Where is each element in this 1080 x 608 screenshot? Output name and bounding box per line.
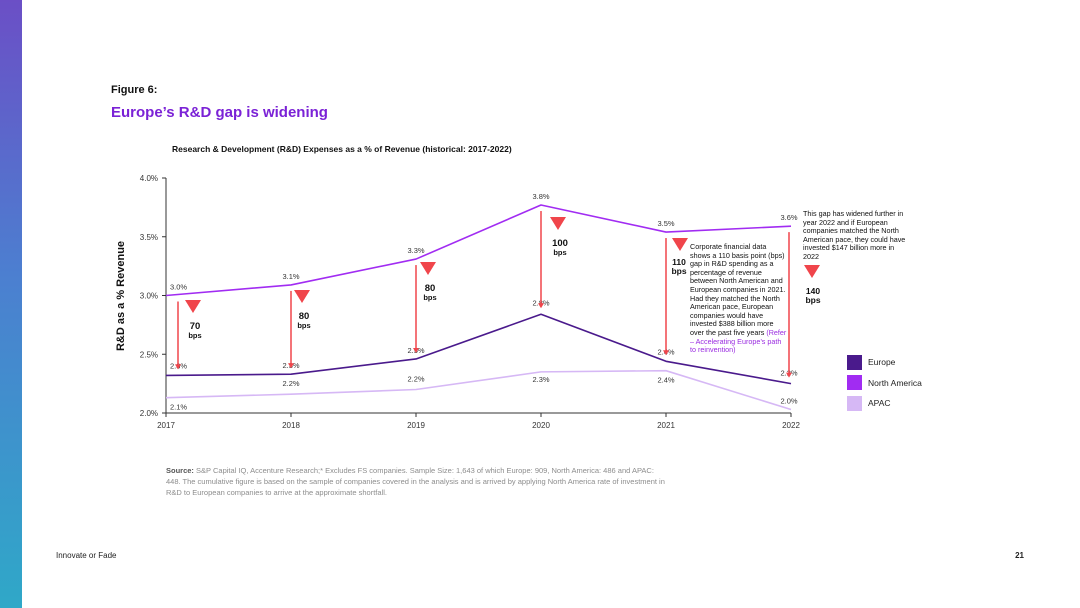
gap-value-label: 100	[552, 238, 568, 249]
gap-marker-triangle	[420, 262, 436, 275]
legend-swatch-apac	[847, 395, 862, 411]
annotation-2022-gap-unit: bps	[805, 295, 821, 305]
legend-label-apac: APAC	[868, 398, 891, 408]
data-label-north-america: 3.3%	[407, 246, 424, 255]
legend-item-apac: APAC	[847, 393, 922, 413]
series-line-europe	[165, 313, 792, 385]
x-tick-label: 2018	[282, 421, 300, 430]
x-tick-label: 2020	[532, 421, 550, 430]
y-tick-label: 4.0%	[140, 174, 158, 183]
gap-marker-triangle	[294, 290, 310, 303]
x-tick-label: 2017	[157, 421, 175, 430]
data-label-north-america: 3.6%	[780, 213, 797, 222]
gap-unit-label: bps	[297, 321, 310, 330]
gap-value-label: 80	[299, 311, 310, 322]
data-label-apac: 2.1%	[170, 403, 187, 412]
decorative-side-bar	[0, 0, 22, 608]
data-label-north-america: 3.0%	[170, 283, 187, 292]
annotation-2021-link[interactable]: (Refer – Accelerating Europe’s path to r…	[690, 327, 787, 355]
series-line-north-america	[165, 204, 792, 297]
annotation-2022: This gap has widened further in year 202…	[803, 209, 906, 261]
y-axis-label: R&D as a % Revenue	[115, 241, 127, 351]
gap-marker-triangle	[672, 238, 688, 251]
legend-swatch-europe	[847, 354, 862, 370]
legend-label-north-america: North America	[868, 377, 922, 388]
data-label-apac: 2.4%	[657, 376, 674, 385]
gap-value-label: 80	[425, 283, 436, 294]
data-label-apac: 2.2%	[407, 375, 424, 384]
gap-marker-triangle	[550, 217, 566, 230]
gap-arrow-head	[663, 350, 669, 356]
gap-value-label: 70	[190, 321, 201, 332]
annotation-2021-gap-value: 110	[672, 257, 686, 267]
source-text: S&P Capital IQ, Accenture Research;* Exc…	[166, 466, 665, 497]
legend-item-north-america: North America	[847, 373, 922, 393]
annotation-2022-gap-value: 140	[805, 286, 821, 296]
y-tick-label: 3.0%	[140, 292, 158, 301]
annotation-2021-gap-unit: bps	[671, 266, 687, 276]
series-line-apac	[165, 369, 792, 411]
gap-marker-triangle	[804, 265, 820, 278]
data-label-apac: 2.3%	[532, 375, 549, 384]
gap-unit-label: bps	[188, 331, 201, 340]
gap-unit-label: bps	[553, 248, 566, 257]
figure-title: Europe’s R&D gap is widening	[111, 104, 328, 121]
gap-arrow-head	[786, 372, 792, 378]
source-label: Source:	[166, 466, 194, 475]
gap-marker-triangle	[185, 300, 201, 313]
chart-legend: Europe North America APAC	[847, 352, 922, 414]
annotation-2021-gap-label: 110 bps	[670, 258, 688, 276]
source-note: Source: S&P Capital IQ, Accenture Resear…	[166, 465, 666, 498]
x-tick-label: 2019	[407, 421, 425, 430]
gap-unit-label: bps	[423, 293, 436, 302]
gap-arrow-head	[538, 303, 544, 309]
y-tick-label: 3.5%	[140, 233, 158, 242]
data-label-north-america: 3.8%	[532, 192, 549, 201]
chart-title: Research & Development (R&D) Expenses as…	[172, 144, 512, 154]
legend-item-europe: Europe	[847, 352, 922, 372]
gap-arrow-head	[413, 347, 419, 353]
y-tick-label: 2.0%	[140, 409, 158, 418]
data-label-north-america: 3.5%	[657, 219, 674, 228]
figure-label: Figure 6:	[111, 84, 158, 96]
annotation-2021: Corporate financial data shows a 110 bas…	[690, 242, 788, 355]
gap-arrow-head	[175, 364, 181, 370]
x-tick-label: 2022	[782, 421, 800, 430]
legend-swatch-north-america	[847, 375, 862, 390]
annotation-2022-gap-label: 140 bps	[801, 287, 825, 305]
data-label-apac: 2.0%	[780, 396, 797, 405]
footer-document-title: Innovate or Fade	[56, 551, 117, 560]
legend-label-europe: Europe	[868, 357, 896, 367]
footer-page-number: 21	[1015, 551, 1024, 560]
y-tick-label: 2.5%	[140, 350, 158, 359]
annotation-2021-text: Corporate financial data shows a 110 bas…	[690, 242, 786, 337]
data-label-apac: 2.2%	[282, 379, 299, 388]
x-tick-label: 2021	[657, 421, 675, 430]
gap-arrow-head	[288, 363, 294, 369]
data-label-north-america: 3.1%	[282, 272, 299, 281]
